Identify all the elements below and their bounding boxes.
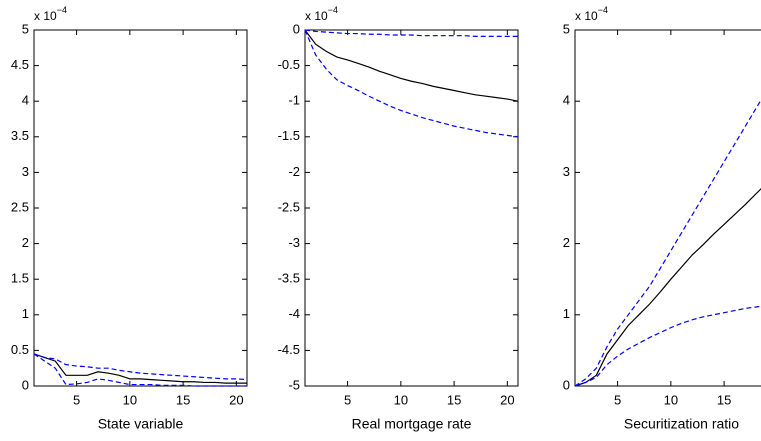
series-line <box>33 353 247 387</box>
x-tick-label: 10 <box>394 392 408 407</box>
y-tick-label: -4.5 <box>278 342 300 357</box>
subplot: 0 0.5 1 1.5 2 2.5 3 3.5 4 4.5 5 5 10 15 20 State variab… <box>11 5 248 432</box>
y-tick-label: 2 <box>563 235 570 250</box>
series-line <box>304 29 518 38</box>
x-tick-label: 20 <box>500 392 514 407</box>
multiplier-exponent: −4 <box>57 5 67 15</box>
series-line <box>304 29 519 102</box>
y-tick-label: 4.5 <box>11 57 29 72</box>
y-tick-label: 4 <box>22 93 29 108</box>
series-line <box>33 353 247 384</box>
y-tick-label: -0.5 <box>278 57 300 72</box>
x-tick-label: 10 <box>664 392 678 407</box>
multiplier-exponent: −4 <box>598 5 608 15</box>
x-axis-label: Securitization ratio <box>624 416 739 432</box>
y-tick-label: 5 <box>22 21 29 36</box>
y-tick-label: 5 <box>563 21 570 36</box>
y-tick-label: 0 <box>563 377 570 392</box>
y-tick-label: 1 <box>22 306 29 321</box>
axes-box <box>33 29 248 387</box>
axis-multiplier: x 10−4 <box>34 5 67 23</box>
y-tick-label: -2 <box>288 164 300 179</box>
y-tick-label: 0 <box>293 21 300 36</box>
series-line <box>574 98 761 387</box>
y-tick-label: -1 <box>288 93 300 108</box>
series-line <box>574 187 761 387</box>
y-tick-label: 3 <box>563 164 570 179</box>
y-tick-label: 3 <box>22 164 29 179</box>
x-tick-label: 5 <box>344 392 351 407</box>
series-line <box>574 305 761 387</box>
series-line <box>304 29 519 138</box>
y-tick-label: -1.5 <box>278 128 300 143</box>
multiplier-base: x 10 <box>305 9 328 23</box>
x-tick-label: 15 <box>176 392 190 407</box>
axis-multiplier: x 10−4 <box>305 5 338 23</box>
y-tick-label: -5 <box>288 377 300 392</box>
subplot: -5 -4.5 -4 -3.5 -3 -2.5 -2 -1.5 -1 -0.5 0 5 10 15 20 Re… <box>278 5 519 432</box>
y-tick-label: 1 <box>563 306 570 321</box>
x-tick-label: 5 <box>614 392 621 407</box>
x-axis-label: State variable <box>98 416 184 432</box>
x-tick-label: 5 <box>73 392 80 407</box>
x-tick-label: 10 <box>123 392 137 407</box>
axes-box <box>304 29 519 387</box>
y-tick-label: 2 <box>22 235 29 250</box>
x-axis-label: Real mortgage rate <box>352 416 472 432</box>
y-tick-label: 4 <box>563 93 570 108</box>
y-tick-label: 2.5 <box>11 199 29 214</box>
axis-multiplier: x 10−4 <box>575 5 608 23</box>
multiplier-exponent: −4 <box>328 5 338 15</box>
multiplier-base: x 10 <box>34 9 57 23</box>
x-tick-label: 20 <box>229 392 243 407</box>
y-tick-label: 0 <box>22 377 29 392</box>
x-tick-label: 15 <box>717 392 731 407</box>
x-tick-label: 15 <box>447 392 461 407</box>
y-tick-label: -3.5 <box>278 271 300 286</box>
y-tick-label: -2.5 <box>278 199 300 214</box>
y-tick-label: 0.5 <box>11 342 29 357</box>
y-tick-label: -4 <box>288 306 300 321</box>
multiplier-base: x 10 <box>575 9 598 23</box>
axes-box <box>574 29 761 387</box>
y-tick-label: -3 <box>288 235 300 250</box>
y-tick-label: 3.5 <box>11 128 29 143</box>
y-tick-label: 1.5 <box>11 271 29 286</box>
series-line <box>33 353 248 381</box>
